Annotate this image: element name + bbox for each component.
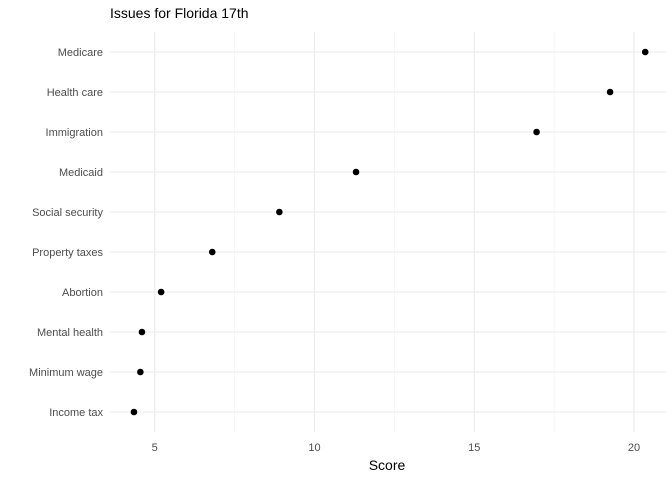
y-tick-label: Income tax [49,407,103,419]
y-tick-label: Property taxes [32,247,103,259]
data-point [138,328,146,336]
y-tick-label: Immigration [46,127,103,139]
x-tick-label: 20 [628,442,640,454]
y-tick-label: Medicare [58,47,103,59]
y-tick-label: Health care [47,87,103,99]
x-tick-label: 15 [468,442,480,454]
data-point [641,48,649,56]
data-point [352,168,360,176]
data-point [137,368,144,376]
y-tick-label: Abortion [62,287,103,299]
chart-title: Issues for Florida 17th [110,5,249,21]
x-tick-label: 5 [152,442,158,454]
grid [110,32,666,432]
y-tick-label: Medicaid [59,167,103,179]
x-axis-title: Score [369,457,406,473]
data-point [533,128,540,136]
data-points [130,48,649,416]
data-point [130,408,138,416]
x-tick-label: 10 [308,442,320,454]
y-tick-label: Minimum wage [29,367,103,379]
data-point [208,248,216,256]
data-point [276,208,283,216]
x-axis-tick-labels: 5 10 15 20 [152,442,640,454]
data-point [606,88,614,96]
data-point [157,288,165,296]
y-tick-label: Social security [32,207,103,219]
y-axis-tick-labels: Medicare Health care Immigration Medicaid So… [29,47,103,419]
y-tick-label: Mental health [37,327,103,339]
